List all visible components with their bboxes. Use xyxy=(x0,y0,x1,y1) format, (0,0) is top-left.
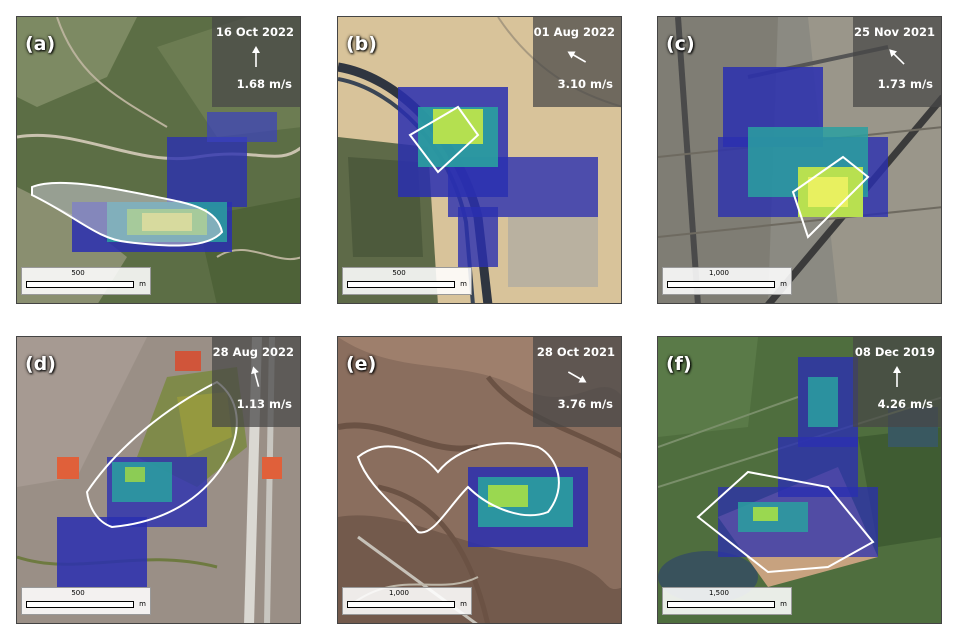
scale-line-d xyxy=(26,601,134,608)
methane-plume-d xyxy=(57,457,207,587)
wind-speed-a: 1.68 m/s xyxy=(236,77,292,91)
info-box-e: 28 Oct 2021 3.76 m/s xyxy=(533,337,621,427)
wind-arrow-icon xyxy=(893,366,901,387)
wind-arrow-icon xyxy=(252,46,260,67)
info-box-f: 08 Dec 2019 4.26 m/s xyxy=(853,337,941,427)
scale-bar-b: 500 m xyxy=(342,267,472,295)
scale-line-a xyxy=(26,281,134,288)
wind-speed-f: 4.26 m/s xyxy=(877,397,933,411)
scale-bar-f: 1,500 m xyxy=(662,587,792,615)
acquisition-date-a: 16 Oct 2022 xyxy=(215,25,294,39)
scale-unit-c: m xyxy=(780,280,787,288)
methane-plume-c xyxy=(718,67,888,217)
panel-label-d: (d) xyxy=(25,353,56,375)
site-outline-a xyxy=(31,181,224,247)
scale-line-b xyxy=(347,281,455,288)
panel-label-c: (c) xyxy=(666,33,695,55)
panel-label-b: (b) xyxy=(346,33,377,55)
scale-unit-f: m xyxy=(780,600,787,608)
scale-value-b: 500 xyxy=(392,269,406,277)
wind-arrow-icon xyxy=(889,49,905,65)
panel-b: (b) 01 Aug 2022 3.10 m/s 500 m xyxy=(337,16,622,304)
scale-value-f: 1,500 xyxy=(708,589,730,597)
panel-d: (d) 28 Aug 2022 1.13 m/s 500 m xyxy=(16,336,301,624)
panel-e: (e) 28 Oct 2021 3.76 m/s 1,000 m xyxy=(337,336,622,624)
scale-value-a: 500 xyxy=(71,269,85,277)
scale-value-d: 500 xyxy=(71,589,85,597)
methane-plume-e xyxy=(468,467,588,547)
site-outline-f xyxy=(696,470,875,574)
acquisition-date-c: 25 Nov 2021 xyxy=(853,25,935,39)
panel-label-f: (f) xyxy=(666,353,692,375)
panel-f: (f) 08 Dec 2019 4.26 m/s 1,500 m xyxy=(657,336,942,624)
wind-arrow-icon xyxy=(567,51,587,63)
scale-unit-e: m xyxy=(460,600,467,608)
scale-bar-a: 500 m xyxy=(21,267,151,295)
scale-bar-c: 1,000 m xyxy=(662,267,792,295)
wind-speed-c: 1.73 m/s xyxy=(877,77,933,91)
scale-line-e xyxy=(347,601,455,608)
info-box-c: 25 Nov 2021 1.73 m/s xyxy=(853,17,941,107)
panel-c: (c) 25 Nov 2021 1.73 m/s 1,000 m xyxy=(657,16,942,304)
site-outline-c xyxy=(791,155,870,239)
methane-plume-f xyxy=(718,357,878,557)
wind-arrow-icon xyxy=(567,371,587,383)
scale-line-c xyxy=(667,281,775,288)
scale-line-f xyxy=(667,601,775,608)
acquisition-date-b: 01 Aug 2022 xyxy=(533,25,615,39)
scale-unit-b: m xyxy=(460,280,467,288)
scale-bar-e: 1,000 m xyxy=(342,587,472,615)
panel-a: (a) 16 Oct 2022 1.68 m/s 500 m xyxy=(16,16,301,304)
info-box-b: 01 Aug 2022 3.10 m/s xyxy=(533,17,621,107)
acquisition-date-d: 28 Aug 2022 xyxy=(212,345,294,359)
info-box-d: 28 Aug 2022 1.13 m/s xyxy=(212,337,300,427)
panel-label-e: (e) xyxy=(346,353,377,375)
scale-bar-d: 500 m xyxy=(21,587,151,615)
scale-value-c: 1,000 xyxy=(708,269,730,277)
scale-unit-a: m xyxy=(139,280,146,288)
wind-speed-e: 3.76 m/s xyxy=(557,397,613,411)
info-box-a: 16 Oct 2022 1.68 m/s xyxy=(212,17,300,107)
acquisition-date-f: 08 Dec 2019 xyxy=(854,345,935,359)
panel-label-a: (a) xyxy=(25,33,56,55)
site-outline-b xyxy=(408,105,480,174)
scale-value-e: 1,000 xyxy=(388,589,410,597)
acquisition-date-e: 28 Oct 2021 xyxy=(536,345,615,359)
wind-speed-b: 3.10 m/s xyxy=(557,77,613,91)
wind-speed-d: 1.13 m/s xyxy=(236,397,292,411)
wind-arrow-icon xyxy=(251,366,260,387)
scale-unit-d: m xyxy=(139,600,146,608)
site-outline-d xyxy=(85,380,238,529)
site-outline-e xyxy=(356,442,560,534)
